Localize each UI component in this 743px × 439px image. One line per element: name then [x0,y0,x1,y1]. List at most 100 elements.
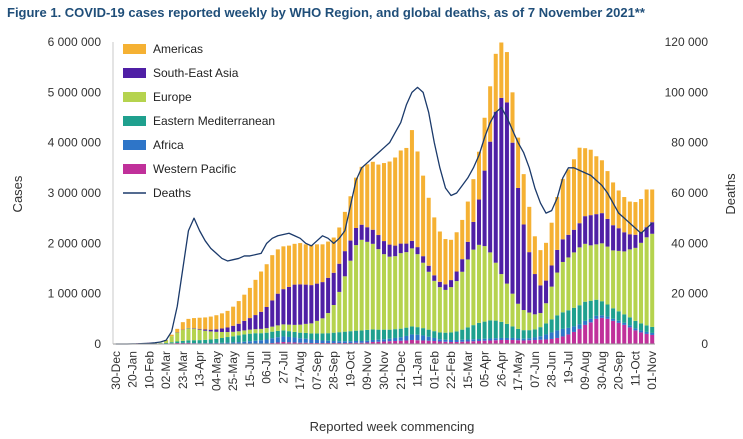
bar-americas [538,250,543,286]
bar-americas [303,244,308,285]
bar-eastern-mediterranean [376,329,381,340]
bar-americas [354,177,359,228]
y2-tick-label: 20 000 [671,287,708,301]
bar-south-east-asia [577,223,582,248]
bar-africa [644,331,649,334]
bar-africa [476,338,481,341]
bar-eastern-mediterranean [616,311,621,321]
bar-eastern-mediterranean [421,328,426,336]
bar-western-pacific [471,341,476,344]
bar-europe [605,246,610,305]
bar-south-east-asia [432,275,437,281]
bar-europe [208,331,213,340]
bar-americas [314,244,319,284]
bar-eastern-mediterranean [365,329,370,341]
bar-western-pacific [538,339,543,344]
bar-europe [532,314,537,330]
x-tick-label: 15-Mar [461,351,475,389]
bar-eastern-mediterranean [326,333,331,341]
bar-eastern-mediterranean [482,321,487,339]
bar-south-east-asia [326,277,331,314]
bar-africa [571,326,576,332]
bar-south-east-asia [409,240,414,249]
bar-western-pacific [365,342,370,344]
bar-eastern-mediterranean [270,331,275,339]
bar-western-pacific [281,341,286,344]
x-tick-label: 26-Apr [494,351,508,387]
bar-eastern-mediterranean [510,326,515,338]
deaths-line [115,86,653,345]
bar-eastern-mediterranean [622,314,627,323]
bar-africa [639,330,644,333]
legend-swatch-americas [123,44,146,54]
bar-western-pacific [359,342,364,344]
bar-americas [231,306,236,326]
bar-south-east-asia [242,320,247,331]
axes-layer: 0 1 000 000 2 000 000 3 000 000 4 000 000 5 0… [10,35,738,434]
chart-title: Figure 1. COVID-19 cases reported weekly… [7,5,645,20]
bar-eastern-mediterranean [348,331,353,342]
bar-africa [460,339,465,342]
bar-south-east-asia [203,329,208,331]
bar-americas [432,217,437,276]
bar-south-east-asia [303,284,308,324]
bar-europe [309,323,314,334]
bar-eastern-mediterranean [437,332,442,340]
bar-americas [577,147,582,224]
bar-eastern-mediterranean [342,331,347,342]
bar-africa [532,337,537,340]
bar-africa [287,336,292,343]
bar-africa [320,340,325,343]
bar-europe [203,330,208,340]
bar-western-pacific [337,342,342,344]
legend-label-western-pacific: Western Pacific [153,162,236,176]
bar-western-pacific [393,340,398,344]
bar-eastern-mediterranean [208,339,213,343]
bar-eastern-mediterranean [298,332,303,339]
bar-western-pacific [465,341,470,344]
bar-south-east-asia [566,234,571,258]
bar-south-east-asia [504,102,509,284]
bar-americas [175,328,180,333]
bar-south-east-asia [253,315,258,330]
bar-south-east-asia [214,329,219,332]
bar-south-east-asia [331,272,336,305]
bar-western-pacific [376,341,381,344]
bar-africa [298,338,303,343]
bar-europe [521,310,526,331]
bar-eastern-mediterranean [292,331,297,338]
bar-south-east-asia [219,328,224,332]
bar-europe [583,243,588,302]
bar-africa [415,334,420,341]
y-tick-label: 1 000 000 [48,287,102,301]
bar-europe [616,250,621,312]
bar-europe [192,328,197,341]
y2-tick-label: 120 000 [665,35,709,49]
bar-eastern-mediterranean [532,329,537,338]
bar-africa [588,318,593,323]
bar-south-east-asia [616,228,621,251]
bar-europe [622,251,627,315]
bar-americas [599,160,604,214]
bar-americas [287,245,292,287]
bar-americas [331,237,336,273]
bar-south-east-asia [259,311,264,329]
bar-western-pacific [415,340,420,344]
bar-americas [605,171,610,219]
bar-western-pacific [443,341,448,344]
bar-south-east-asia [521,224,526,311]
legend-swatch-south-east-asia [123,68,146,78]
bar-africa [560,328,565,337]
bar-americas [549,222,554,266]
bar-europe [404,252,409,328]
bar-americas [387,161,392,245]
bar-western-pacific [639,332,644,344]
bar-eastern-mediterranean [180,340,185,343]
bar-eastern-mediterranean [387,329,392,339]
bar-africa [398,337,403,341]
bar-europe [409,248,414,327]
bar-europe [219,331,224,339]
x-tick-label: 09-Nov [360,351,374,390]
bar-south-east-asia [571,229,576,253]
bar-south-east-asia [376,235,381,250]
